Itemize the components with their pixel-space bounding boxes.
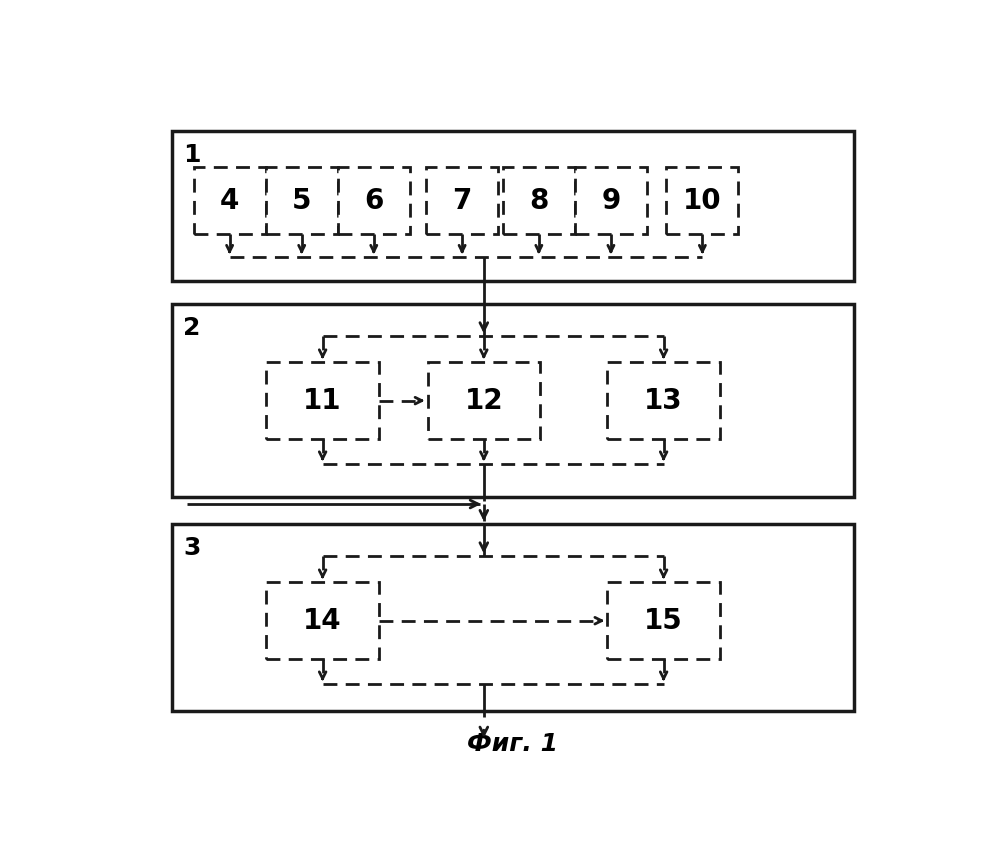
Text: 10: 10: [683, 186, 722, 215]
Text: 4: 4: [220, 186, 239, 215]
FancyBboxPatch shape: [172, 304, 854, 497]
FancyBboxPatch shape: [172, 524, 854, 711]
FancyBboxPatch shape: [266, 167, 338, 234]
Text: 1: 1: [183, 143, 201, 166]
Text: 3: 3: [183, 536, 200, 560]
FancyBboxPatch shape: [172, 131, 854, 281]
FancyBboxPatch shape: [503, 167, 575, 234]
FancyBboxPatch shape: [194, 167, 266, 234]
Text: 12: 12: [465, 386, 503, 415]
FancyBboxPatch shape: [575, 167, 647, 234]
FancyBboxPatch shape: [338, 167, 410, 234]
FancyBboxPatch shape: [607, 362, 720, 439]
FancyBboxPatch shape: [266, 362, 379, 439]
Text: 7: 7: [452, 186, 472, 215]
Text: 2: 2: [183, 316, 200, 340]
FancyBboxPatch shape: [426, 167, 498, 234]
Text: 11: 11: [303, 386, 342, 415]
Text: Фиг. 1: Фиг. 1: [467, 732, 558, 756]
Text: 15: 15: [644, 607, 683, 635]
Text: 14: 14: [303, 607, 342, 635]
FancyBboxPatch shape: [266, 582, 379, 659]
Text: 8: 8: [529, 186, 549, 215]
Text: 9: 9: [601, 186, 621, 215]
Text: 6: 6: [364, 186, 383, 215]
FancyBboxPatch shape: [428, 362, 540, 439]
Text: 13: 13: [644, 386, 683, 415]
FancyBboxPatch shape: [607, 582, 720, 659]
Text: 5: 5: [292, 186, 311, 215]
FancyBboxPatch shape: [666, 167, 738, 234]
